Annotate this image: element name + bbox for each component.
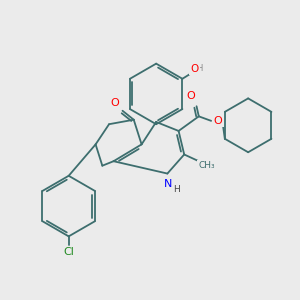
- Text: H: H: [196, 64, 202, 73]
- Text: O: O: [190, 64, 199, 74]
- Text: Cl: Cl: [63, 247, 74, 257]
- Text: O: O: [187, 91, 195, 101]
- Text: H: H: [173, 185, 180, 194]
- Text: N: N: [164, 178, 173, 189]
- Text: O: O: [214, 116, 222, 126]
- Text: CH₃: CH₃: [198, 161, 215, 170]
- Text: O: O: [110, 98, 119, 108]
